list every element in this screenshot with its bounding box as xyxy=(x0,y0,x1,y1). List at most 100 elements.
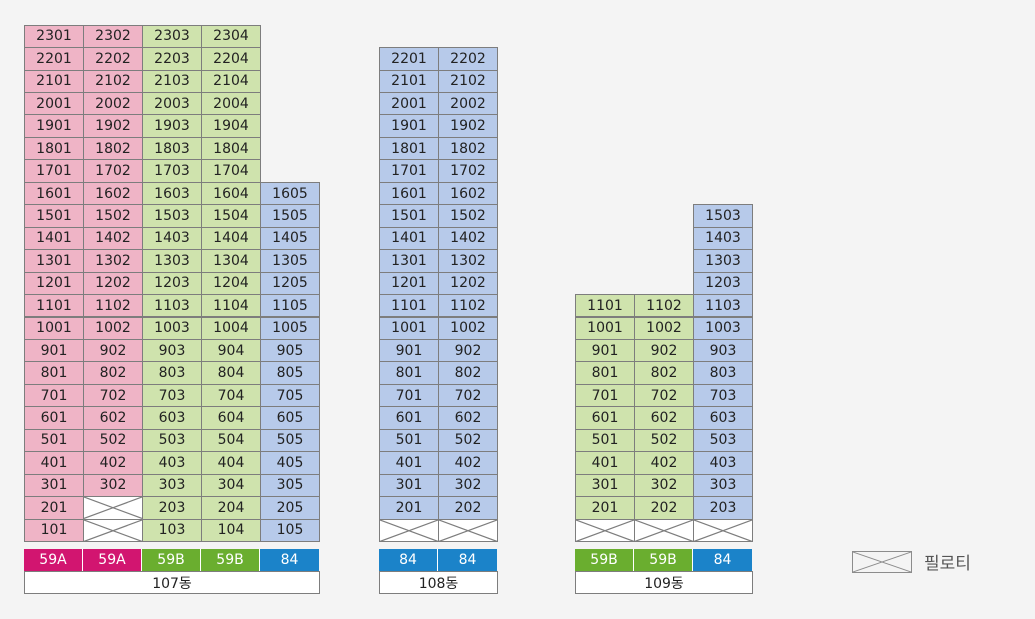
unit-cell: 1601 xyxy=(379,181,439,206)
unit-cell: 104 xyxy=(201,518,261,542)
unit-cell: 101 xyxy=(24,518,84,542)
unit-cell: 2301 xyxy=(24,24,84,49)
unit-cell: 1301 xyxy=(379,249,439,273)
unit-cell: 2203 xyxy=(142,47,202,71)
unit-cell: 702 xyxy=(634,383,694,408)
unit-type-label: 59B xyxy=(634,549,693,571)
unit-cell: 1604 xyxy=(201,181,261,206)
unit-cell: 1101 xyxy=(575,294,635,318)
unit-cell: 201 xyxy=(575,496,635,520)
unit-cell: 1505 xyxy=(260,204,320,228)
unit-cell: 1501 xyxy=(379,204,439,228)
unit-cell: 1002 xyxy=(83,316,143,340)
unit-cell: 1305 xyxy=(260,249,320,273)
unit-cell: 901 xyxy=(379,338,439,363)
unit-cell: 202 xyxy=(634,496,694,520)
unit-cell: 1804 xyxy=(201,136,261,161)
unit-cell: 1403 xyxy=(693,226,753,251)
unit-cell: 2004 xyxy=(201,92,261,116)
unit-cell: 1503 xyxy=(693,204,753,228)
pilotis-cell xyxy=(438,518,498,542)
unit-cell: 1002 xyxy=(634,316,694,340)
unit-cell: 303 xyxy=(693,473,753,498)
unit-cell: 1105 xyxy=(260,294,320,318)
unit-cell: 1502 xyxy=(438,204,498,228)
unit-cell: 105 xyxy=(260,518,320,542)
unit-cell: 2003 xyxy=(142,92,202,116)
unit-cell: 1004 xyxy=(201,316,261,340)
unit-cell: 403 xyxy=(142,451,202,475)
unit-cell: 1601 xyxy=(24,181,84,206)
unit-cell: 804 xyxy=(201,361,261,385)
unit-cell: 2101 xyxy=(24,69,84,93)
unit-cell: 903 xyxy=(693,338,753,363)
unit-cell: 1202 xyxy=(438,271,498,296)
unit-type-label: 84 xyxy=(693,549,752,571)
unit-cell: 1403 xyxy=(142,226,202,251)
unit-cell: 802 xyxy=(83,361,143,385)
unit-cell: 302 xyxy=(634,473,694,498)
unit-cell: 1205 xyxy=(260,271,320,296)
unit-type-label: 84 xyxy=(379,549,438,571)
unit-cell: 1103 xyxy=(693,294,753,318)
unit-cell: 302 xyxy=(438,473,498,498)
unit-cell: 702 xyxy=(83,383,143,408)
unit-cell: 402 xyxy=(634,451,694,475)
unit-cell: 202 xyxy=(438,496,498,520)
unit-type-label: 59B xyxy=(201,549,260,571)
unit-cell: 204 xyxy=(201,496,261,520)
unit-cell: 502 xyxy=(83,428,143,453)
unit-cell: 504 xyxy=(201,428,261,453)
unit-cell: 1402 xyxy=(438,226,498,251)
unit-cell: 301 xyxy=(24,473,84,498)
unit-cell: 302 xyxy=(83,473,143,498)
unit-cell: 2304 xyxy=(201,24,261,49)
unit-cell: 902 xyxy=(634,338,694,363)
unit-cell: 1501 xyxy=(24,204,84,228)
unit-cell: 1202 xyxy=(83,271,143,296)
unit-cell: 2201 xyxy=(379,47,439,71)
unit-cell: 1803 xyxy=(142,136,202,161)
unit-cell: 502 xyxy=(634,428,694,453)
unit-cell: 205 xyxy=(260,496,320,520)
unit-cell: 1303 xyxy=(142,249,202,273)
unit-cell: 1702 xyxy=(438,159,498,183)
unit-type-label: 84 xyxy=(438,549,497,571)
unit-cell: 401 xyxy=(575,451,635,475)
unit-cell: 703 xyxy=(693,383,753,408)
unit-cell: 304 xyxy=(201,473,261,498)
unit-type-label: 84 xyxy=(260,549,319,571)
unit-cell: 301 xyxy=(575,473,635,498)
unit-cell: 1302 xyxy=(438,249,498,273)
unit-cell: 502 xyxy=(438,428,498,453)
unit-cell: 605 xyxy=(260,406,320,430)
unit-cell: 1003 xyxy=(142,316,202,340)
unit-cell: 1602 xyxy=(83,181,143,206)
unit-cell: 201 xyxy=(24,496,84,520)
unit-cell: 704 xyxy=(201,383,261,408)
unit-cell: 2103 xyxy=(142,69,202,93)
legend-label: 필로티 xyxy=(924,554,971,574)
unit-cell: 301 xyxy=(379,473,439,498)
unit-cell: 1801 xyxy=(379,136,439,161)
unit-cell: 1102 xyxy=(83,294,143,318)
unit-cell: 902 xyxy=(83,338,143,363)
unit-cell: 403 xyxy=(693,451,753,475)
unit-cell: 2302 xyxy=(83,24,143,49)
pilotis-cell xyxy=(575,518,635,542)
unit-cell: 2201 xyxy=(24,47,84,71)
unit-cell: 505 xyxy=(260,428,320,453)
unit-type-label: 59B xyxy=(575,549,634,571)
unit-cell: 603 xyxy=(693,406,753,430)
unit-cell: 1402 xyxy=(83,226,143,251)
unit-cell: 1704 xyxy=(201,159,261,183)
pilotis-cell xyxy=(83,518,143,542)
unit-cell: 1502 xyxy=(83,204,143,228)
unit-cell: 405 xyxy=(260,451,320,475)
unit-cell: 1904 xyxy=(201,114,261,138)
unit-cell: 201 xyxy=(379,496,439,520)
unit-cell: 1101 xyxy=(379,294,439,318)
unit-type-label: 59B xyxy=(142,549,201,571)
unit-cell: 1101 xyxy=(24,294,84,318)
unit-cell: 1901 xyxy=(379,114,439,138)
